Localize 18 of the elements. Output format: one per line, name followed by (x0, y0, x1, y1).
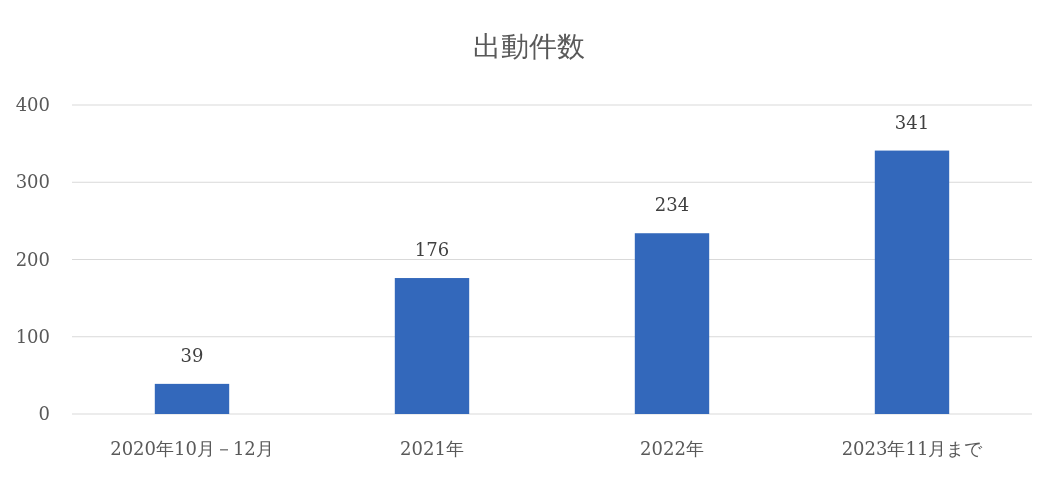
data-label: 234 (654, 194, 690, 216)
bar (874, 150, 950, 414)
y-tick-label: 300 (15, 171, 50, 193)
y-tick-label: 400 (15, 94, 50, 115)
bar (394, 278, 470, 414)
bar (634, 233, 710, 414)
x-tick-label: 2020年10月－12月 (110, 438, 274, 459)
data-label: 341 (894, 111, 930, 133)
bar (154, 383, 230, 414)
chart-title: 出動件数 (472, 30, 585, 63)
y-tick-label: 100 (15, 325, 50, 347)
x-tick-label: 2021年 (400, 438, 464, 459)
y-tick-label: 0 (38, 403, 50, 424)
x-tick-label: 2023年11月まで (841, 438, 984, 459)
data-label: 176 (414, 239, 450, 261)
data-label: 39 (180, 344, 204, 366)
y-tick-label: 200 (15, 248, 50, 270)
x-tick-label: 2022年 (640, 438, 704, 459)
